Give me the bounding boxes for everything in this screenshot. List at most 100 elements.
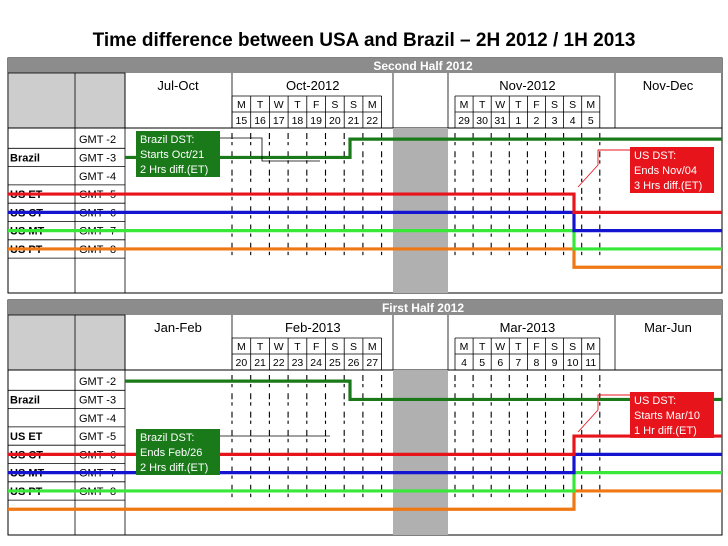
day-label: W: [495, 341, 505, 353]
note-us-line: 3 Hrs diff.(ET): [634, 180, 702, 192]
note-us-line: Ends Nov/04: [634, 165, 697, 177]
day-label: S: [331, 99, 338, 111]
day-label: M: [460, 99, 469, 111]
day-label: S: [569, 99, 576, 111]
us-mt-line: [8, 471, 722, 493]
brazil-line: [125, 379, 722, 402]
note-us-box: [630, 392, 714, 438]
shaded-gap: [393, 128, 448, 293]
diagram-title: Time difference between USA and Brazil –…: [92, 30, 636, 51]
us-pt-line: [8, 247, 722, 269]
day-label: M: [586, 99, 595, 111]
month-label: Feb-2013: [285, 320, 341, 335]
day-label: T: [479, 341, 486, 353]
day-label: T: [294, 99, 301, 111]
date-label: 17: [273, 115, 285, 127]
day-label: M: [237, 341, 246, 353]
month-label: Nov-2012: [499, 78, 555, 93]
day-label: S: [350, 341, 357, 353]
day-label: F: [533, 99, 539, 111]
date-label: 4: [461, 357, 467, 369]
us-ct-line: [8, 452, 722, 475]
date-label: 21: [254, 357, 266, 369]
note-us-line: US DST:: [634, 150, 676, 162]
date-label: 30: [476, 115, 488, 127]
date-label: 2: [534, 115, 540, 127]
date-label: 26: [348, 357, 360, 369]
date-label: 11: [585, 357, 596, 369]
day-label: S: [551, 99, 558, 111]
range-label-right: Mar-Jun: [644, 320, 692, 335]
date-label: 5: [588, 115, 594, 127]
panel-frame: [7, 299, 723, 536]
note-brazil-line: 2 Hrs diff.(ET): [140, 164, 208, 176]
note-brazil-leader: [220, 137, 320, 162]
zone-name: Brazil: [10, 152, 40, 164]
brazil-line: [125, 137, 722, 160]
gmt-label: GMT -4: [79, 413, 116, 425]
date-label: 31: [494, 115, 506, 127]
day-label: T: [294, 341, 301, 353]
day-label: S: [331, 341, 338, 353]
panel-header: Second Half 2012: [373, 59, 473, 73]
date-label: 19: [310, 115, 322, 127]
us-pt-line: [8, 489, 722, 511]
day-label: S: [569, 341, 576, 353]
note-us-leader: [577, 149, 630, 188]
panel-header: First Half 2012: [382, 301, 464, 315]
panel-first-half: First Half 2012 Jan-Feb Feb-2013 Mar-2013 Ma…: [7, 299, 723, 536]
date-label: 1: [515, 115, 521, 127]
panel-frame: [7, 57, 723, 294]
gmt-label: GMT -2: [79, 134, 116, 146]
gmt-label: GMT -3: [79, 394, 116, 406]
range-label-right: Nov-Dec: [643, 78, 694, 93]
note-brazil-line: Brazil DST:: [140, 134, 194, 146]
us-et-line: [8, 192, 722, 214]
note-us-leader: [577, 394, 630, 433]
range-label-left: Jan-Feb: [154, 320, 202, 335]
date-label: 20: [236, 357, 248, 369]
date-label: 23: [292, 357, 304, 369]
day-label: F: [313, 99, 319, 111]
note-brazil-line: 2 Hrs diff.(ET): [140, 462, 208, 474]
day-label: W: [274, 99, 284, 111]
day-label: W: [495, 99, 505, 111]
day-label: M: [368, 341, 377, 353]
panel-header-bar: [8, 300, 722, 315]
date-label: 27: [366, 357, 378, 369]
date-label: 24: [310, 357, 322, 369]
day-label: W: [274, 341, 284, 353]
shaded-gap: [393, 370, 448, 535]
gmt-label: GMT -2: [79, 376, 116, 388]
zone-name: US ET: [10, 431, 43, 443]
note-brazil-box: [136, 429, 220, 475]
note-us-line: 1 Hr diff.(ET): [634, 425, 697, 437]
zone-name: Brazil: [10, 394, 40, 406]
date-label: 22: [273, 357, 285, 369]
date-label: 22: [366, 115, 378, 127]
day-label: M: [460, 341, 469, 353]
date-label: 8: [534, 357, 540, 369]
date-label: 7: [515, 357, 521, 369]
date-label: 4: [570, 115, 576, 127]
day-label: T: [515, 341, 522, 353]
day-label: T: [257, 341, 264, 353]
date-label: 20: [329, 115, 341, 127]
range-label-left: Jul-Oct: [157, 78, 199, 93]
day-label: M: [237, 99, 246, 111]
note-us-line: US DST:: [634, 395, 676, 407]
us-ct-line: [8, 210, 722, 233]
date-label: 18: [292, 115, 304, 127]
note-us-line: Starts Mar/10: [634, 410, 700, 422]
day-label: S: [350, 99, 357, 111]
header-gray-cells: [7, 72, 126, 129]
date-label: 15: [236, 115, 248, 127]
date-label: 5: [479, 357, 485, 369]
day-label: F: [313, 341, 319, 353]
date-label: 21: [348, 115, 360, 127]
month-label: Mar-2013: [500, 320, 556, 335]
date-label: 6: [497, 357, 503, 369]
panel-second-half: Second Half 2012 Jul-Oct Oct-2012 Nov-2012 N…: [7, 57, 723, 294]
note-brazil-line: Starts Oct/21: [140, 149, 204, 161]
